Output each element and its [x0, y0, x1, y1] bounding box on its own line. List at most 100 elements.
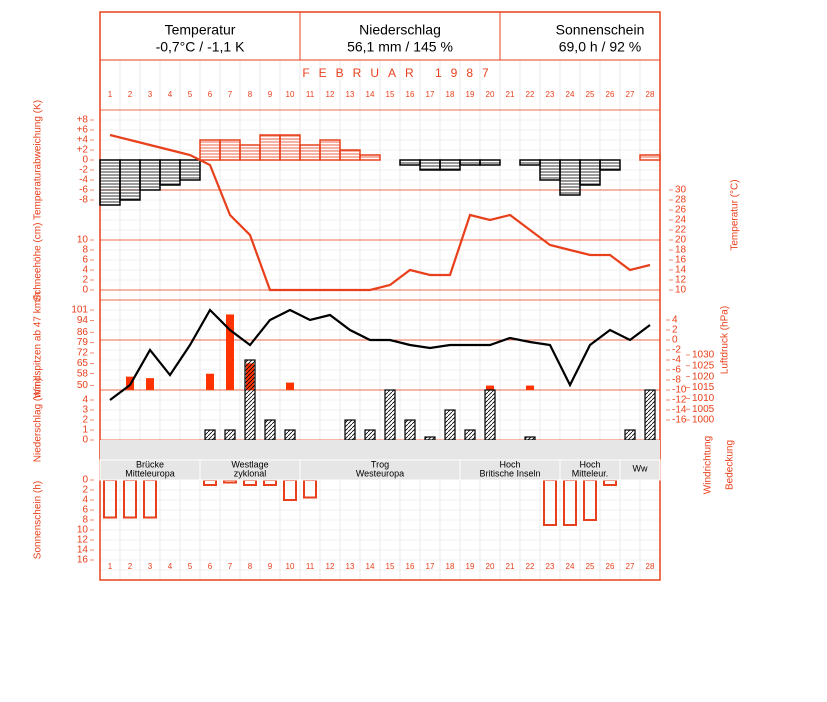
weather-type-label: Trog — [371, 459, 389, 469]
axis-title: Temperaturabweichung (K) — [33, 100, 44, 220]
sun-bar — [603, 479, 617, 486]
tick-label: -4 — [79, 175, 88, 186]
day-label: 5 — [188, 90, 193, 99]
anomaly-bar — [179, 159, 201, 181]
tick-label: 94 — [77, 315, 89, 326]
day-label: 19 — [466, 90, 475, 99]
day-label: 6 — [208, 562, 213, 571]
day-label: 25 — [586, 90, 595, 99]
tick-label: 65 — [77, 358, 89, 369]
tick-label: 10 — [675, 285, 687, 296]
day-label: 19 — [466, 562, 475, 571]
precip-bar — [344, 419, 356, 441]
day-label: 1 — [108, 562, 113, 571]
tick-label: 1000 — [692, 415, 715, 426]
precip-bar — [424, 436, 436, 441]
anomaly-bar — [299, 144, 321, 161]
day-label: 9 — [268, 562, 273, 571]
day-label: 20 — [486, 562, 495, 571]
anomaly-bar — [219, 139, 241, 161]
tick-label: -8 — [672, 375, 681, 386]
day-label: 23 — [546, 562, 555, 571]
tick-label: 4 — [82, 495, 88, 506]
day-label: 11 — [306, 90, 315, 99]
tick-label: 0 — [82, 155, 88, 166]
tick-label: 1005 — [692, 404, 715, 415]
day-label: 4 — [168, 90, 173, 99]
sun-bar — [543, 479, 557, 526]
day-label: 18 — [446, 90, 455, 99]
tick-label: 10 — [77, 235, 89, 246]
anomaly-bar — [479, 159, 501, 166]
day-label: 8 — [248, 90, 253, 99]
tick-label: 0 — [82, 285, 88, 296]
tick-label: -2 — [672, 345, 681, 356]
precip-bar — [524, 436, 536, 441]
day-label: 12 — [326, 562, 335, 571]
anomaly-bar — [159, 159, 181, 186]
day-label: 12 — [326, 90, 335, 99]
day-label: 16 — [406, 562, 415, 571]
day-label: 15 — [386, 562, 395, 571]
tick-label: -2 — [79, 165, 88, 176]
precip-bar — [624, 429, 636, 441]
sun-bar — [243, 479, 257, 486]
day-label: 17 — [426, 562, 435, 571]
precip-bar — [644, 389, 656, 441]
day-label: 2 — [128, 562, 133, 571]
day-label: 27 — [626, 90, 635, 99]
weather-type-label: Ww — [633, 463, 648, 473]
bar — [206, 373, 214, 390]
tick-label: 26 — [675, 205, 687, 216]
anomaly-bar — [539, 159, 561, 181]
tick-label: 2 — [82, 485, 88, 496]
tick-label: 72 — [77, 348, 89, 359]
weather-type-label: Mitteleuropa — [125, 468, 175, 478]
axis-title: Temperatur (°C) — [730, 179, 741, 250]
anomaly-bar — [599, 159, 621, 171]
tick-label: 2 — [672, 325, 678, 336]
tick-label: 28 — [675, 195, 687, 206]
tick-label: +8 — [77, 115, 89, 126]
tick-label: 1010 — [692, 393, 715, 404]
tick-label: 6 — [82, 255, 88, 266]
bar — [486, 385, 494, 390]
tick-label: 1 — [82, 425, 88, 436]
precip-bar — [384, 389, 396, 441]
tick-label: 4 — [672, 315, 678, 326]
day-label: 11 — [306, 562, 315, 571]
tick-label: 24 — [675, 215, 687, 226]
tick-label: 0 — [82, 435, 88, 446]
bar — [286, 382, 294, 390]
day-label: 21 — [506, 90, 515, 99]
header-label: Sonnenschein — [556, 22, 645, 38]
weather-type-label: Brücke — [136, 459, 164, 469]
data-line — [109, 308, 651, 401]
day-label: 16 — [406, 90, 415, 99]
tick-label: 20 — [675, 235, 687, 246]
tick-label: 3 — [82, 405, 88, 416]
weather-type-label: zyklonal — [234, 468, 267, 478]
bar — [146, 378, 154, 390]
tick-label: 22 — [675, 225, 687, 236]
tick-label: -6 — [672, 365, 681, 376]
day-label: 15 — [386, 90, 395, 99]
tick-label: 8 — [82, 245, 88, 256]
weather-type-label: Mitteleur. — [572, 468, 609, 478]
tick-label: 10 — [77, 525, 89, 536]
day-label: 20 — [486, 90, 495, 99]
precip-bar — [284, 429, 296, 441]
anomaly-bar — [419, 159, 441, 171]
bar — [226, 314, 234, 390]
day-label: 13 — [346, 90, 355, 99]
axis-title: Niederschlag (mm) — [33, 378, 44, 462]
day-label: 17 — [426, 90, 435, 99]
tick-label: 1020 — [692, 371, 715, 382]
tick-label: -14 — [672, 405, 687, 416]
day-label: 21 — [506, 562, 515, 571]
tick-label: 86 — [77, 327, 89, 338]
anomaly-bar — [319, 139, 341, 161]
axis-title: Sonnenschein (h) — [33, 481, 44, 559]
tick-label: 0 — [82, 475, 88, 486]
day-label: 24 — [566, 90, 575, 99]
